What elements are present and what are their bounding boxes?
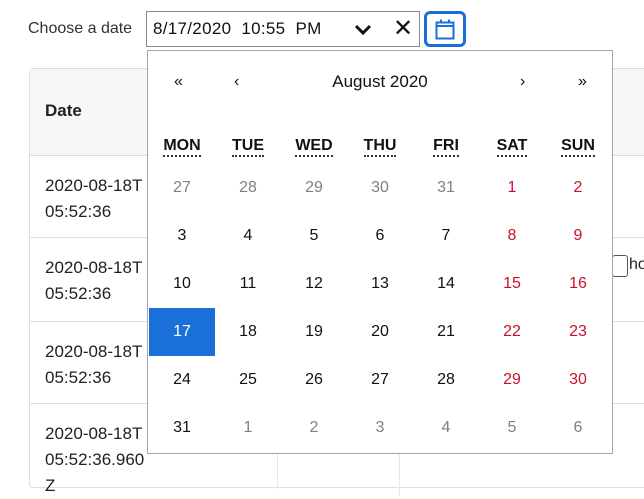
weekday-tue: TUE <box>215 137 281 157</box>
date-cell: 2020-08-18T05:52:36.960Z <box>45 424 145 495</box>
next-month-button[interactable]: › <box>520 73 526 90</box>
calendar-day[interactable]: 5 <box>507 419 517 436</box>
calendar-day[interactable]: 17 <box>149 308 215 356</box>
calendar-day[interactable]: 2 <box>573 179 583 196</box>
calendar-toggle-button[interactable] <box>424 11 466 47</box>
calendar-day[interactable]: 14 <box>437 275 455 292</box>
calendar-day[interactable]: 24 <box>173 371 191 388</box>
calendar-day[interactable]: 21 <box>437 323 455 340</box>
weekday-mon: MON <box>149 137 215 157</box>
month-year-title: August 2020 <box>332 72 428 91</box>
weekday-fri: FRI <box>413 137 479 157</box>
calendar-day[interactable]: 22 <box>503 323 521 340</box>
calendar-day[interactable]: 2 <box>309 419 319 436</box>
calendar-day[interactable]: 20 <box>371 323 389 340</box>
calendar-day[interactable]: 5 <box>309 227 319 244</box>
calendar-popup: « ‹ August 2020 › » MON TUE WED THU FRI SAT SU… <box>147 50 613 454</box>
calendar-day[interactable]: 31 <box>173 419 191 436</box>
calendar-day[interactable]: 16 <box>569 275 587 292</box>
date-cell: 2020-08-18T05:52:36 <box>45 258 143 303</box>
calendar-day[interactable]: 1 <box>243 419 253 436</box>
calendar-day[interactable]: 13 <box>371 275 389 292</box>
calendar-day[interactable]: 3 <box>177 227 187 244</box>
datetime-value[interactable]: 8/17/2020 10:55 PM <box>153 19 322 38</box>
calendar-day[interactable]: 4 <box>243 227 253 244</box>
date-cell: 2020-08-18T05:52:36 <box>45 176 143 221</box>
weekday-wed: WED <box>281 137 347 157</box>
calendar-day[interactable]: 28 <box>437 371 455 388</box>
calendar-day[interactable]: 7 <box>441 227 451 244</box>
column-header-date: Date <box>45 101 82 120</box>
row-checkbox[interactable] <box>612 255 628 277</box>
calendar-day[interactable]: 6 <box>573 419 583 436</box>
calendar-day[interactable]: 1 <box>507 179 517 196</box>
calendar-day[interactable]: 30 <box>569 371 587 388</box>
date-cell: 2020-08-18T05:52:36 <box>45 342 143 387</box>
prev-month-button[interactable]: ‹ <box>234 73 240 90</box>
chevron-down-icon[interactable] <box>353 20 373 40</box>
weekday-sun: SUN <box>545 137 611 157</box>
next-year-button[interactable]: » <box>578 73 587 90</box>
calendar-day[interactable]: 6 <box>375 227 385 244</box>
calendar-day[interactable]: 8 <box>507 227 517 244</box>
calendar-day[interactable]: 9 <box>573 227 583 244</box>
calendar-day[interactable]: 26 <box>305 371 323 388</box>
calendar-day[interactable]: 27 <box>371 371 389 388</box>
calendar-day[interactable]: 4 <box>441 419 451 436</box>
calendar-day[interactable]: 11 <box>239 275 257 292</box>
calendar-day[interactable]: 15 <box>503 275 521 292</box>
calendar-day[interactable]: 10 <box>173 275 191 292</box>
calendar-day[interactable]: 29 <box>503 371 521 388</box>
calendar-day[interactable]: 30 <box>371 179 389 196</box>
close-icon[interactable]: ✕ <box>393 15 414 42</box>
calendar-icon <box>435 19 455 40</box>
weekday-sat: SAT <box>479 137 545 157</box>
calendar-day[interactable]: 27 <box>173 179 191 196</box>
calendar-day[interactable]: 28 <box>239 179 257 196</box>
prev-year-button[interactable]: « <box>174 73 183 90</box>
calendar-day[interactable]: 25 <box>239 371 257 388</box>
table-row: 2020-08-18T05:52:36.960Z <box>30 403 644 495</box>
checkbox-label: ho <box>629 256 644 273</box>
datetime-picker-input[interactable]: 8/17/2020 10:55 PM ✕ <box>146 11 420 47</box>
date-field-label: Choose a date <box>28 20 133 37</box>
calendar-day[interactable]: 31 <box>437 179 455 196</box>
calendar-day[interactable]: 12 <box>305 275 323 292</box>
calendar-day[interactable]: 23 <box>569 323 587 340</box>
calendar-day[interactable]: 29 <box>305 179 323 196</box>
calendar-day[interactable]: 19 <box>305 323 323 340</box>
calendar-day[interactable]: 18 <box>239 323 257 340</box>
calendar-day[interactable]: 3 <box>375 419 385 436</box>
weekday-thu: THU <box>347 137 413 157</box>
